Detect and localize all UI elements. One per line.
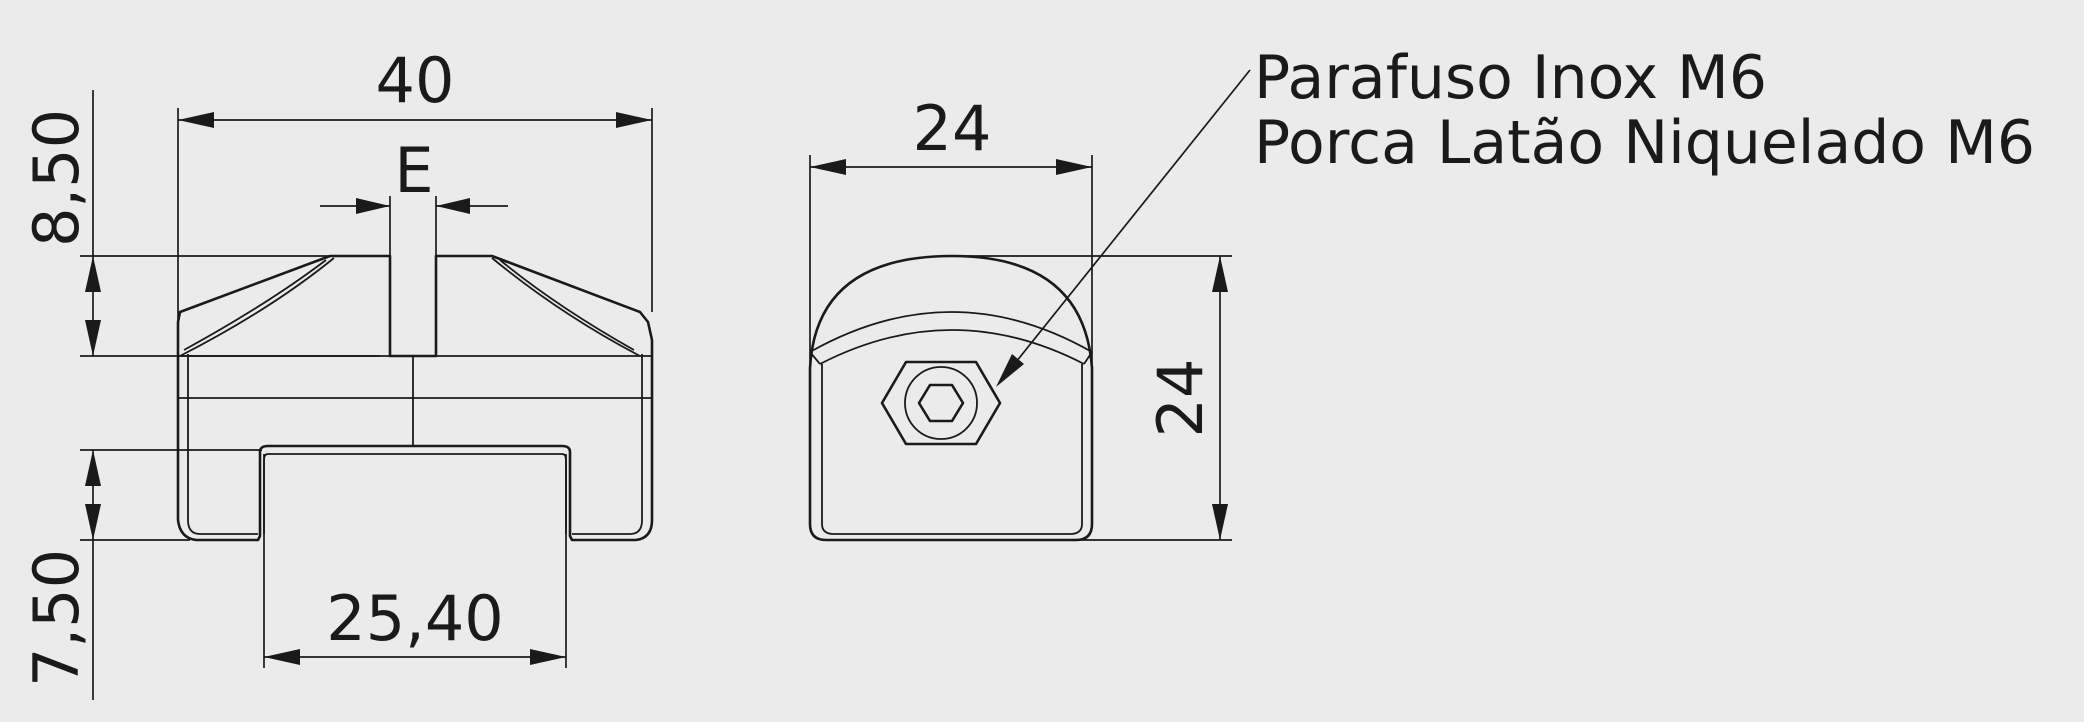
- dimension-40: [177, 108, 653, 322]
- dimension-7-50-label: 7,50: [20, 549, 93, 687]
- callout-line-1: Parafuso Inox M6: [1254, 43, 1767, 113]
- dimension-e-label: E: [394, 134, 433, 207]
- side-view-inner-outline: [821, 364, 1083, 535]
- side-view-band-upper: [809, 311, 1093, 353]
- side-view-band-lower: [819, 329, 1085, 365]
- callout-leader: [996, 69, 1251, 387]
- dimension-24-horizontal: [809, 155, 1093, 368]
- front-view-inner-outline: [187, 354, 643, 535]
- dimension-24-vertical-label: 24: [1144, 359, 1217, 438]
- dimension-e: [320, 196, 508, 256]
- front-view: [176, 254, 654, 542]
- dimension-8-50-label: 8,50: [20, 109, 93, 247]
- hex-socket-icon: [917, 383, 965, 423]
- front-view-left-chamfer: [179, 257, 335, 357]
- dimension-25-40-label: 25,40: [326, 582, 504, 655]
- dimension-24-vertical: [952, 255, 1232, 541]
- side-view: [808, 254, 1094, 542]
- dimension-8-50: [80, 90, 380, 357]
- callout-line-2: Porca Latão Niquelado M6: [1254, 108, 2035, 178]
- dimension-24-horizontal-label: 24: [913, 92, 992, 165]
- dimension-25-40: [263, 454, 567, 668]
- front-view-right-chamfer: [491, 257, 641, 357]
- side-view-outline: [808, 254, 1094, 542]
- dimension-40-label: 40: [376, 44, 455, 117]
- nut-washer-circle: [904, 366, 978, 440]
- front-view-outline: [176, 254, 654, 542]
- hex-nut-icon: [880, 360, 1002, 446]
- side-view-band-ends: [809, 351, 1093, 365]
- dimension-7-50: [80, 449, 262, 700]
